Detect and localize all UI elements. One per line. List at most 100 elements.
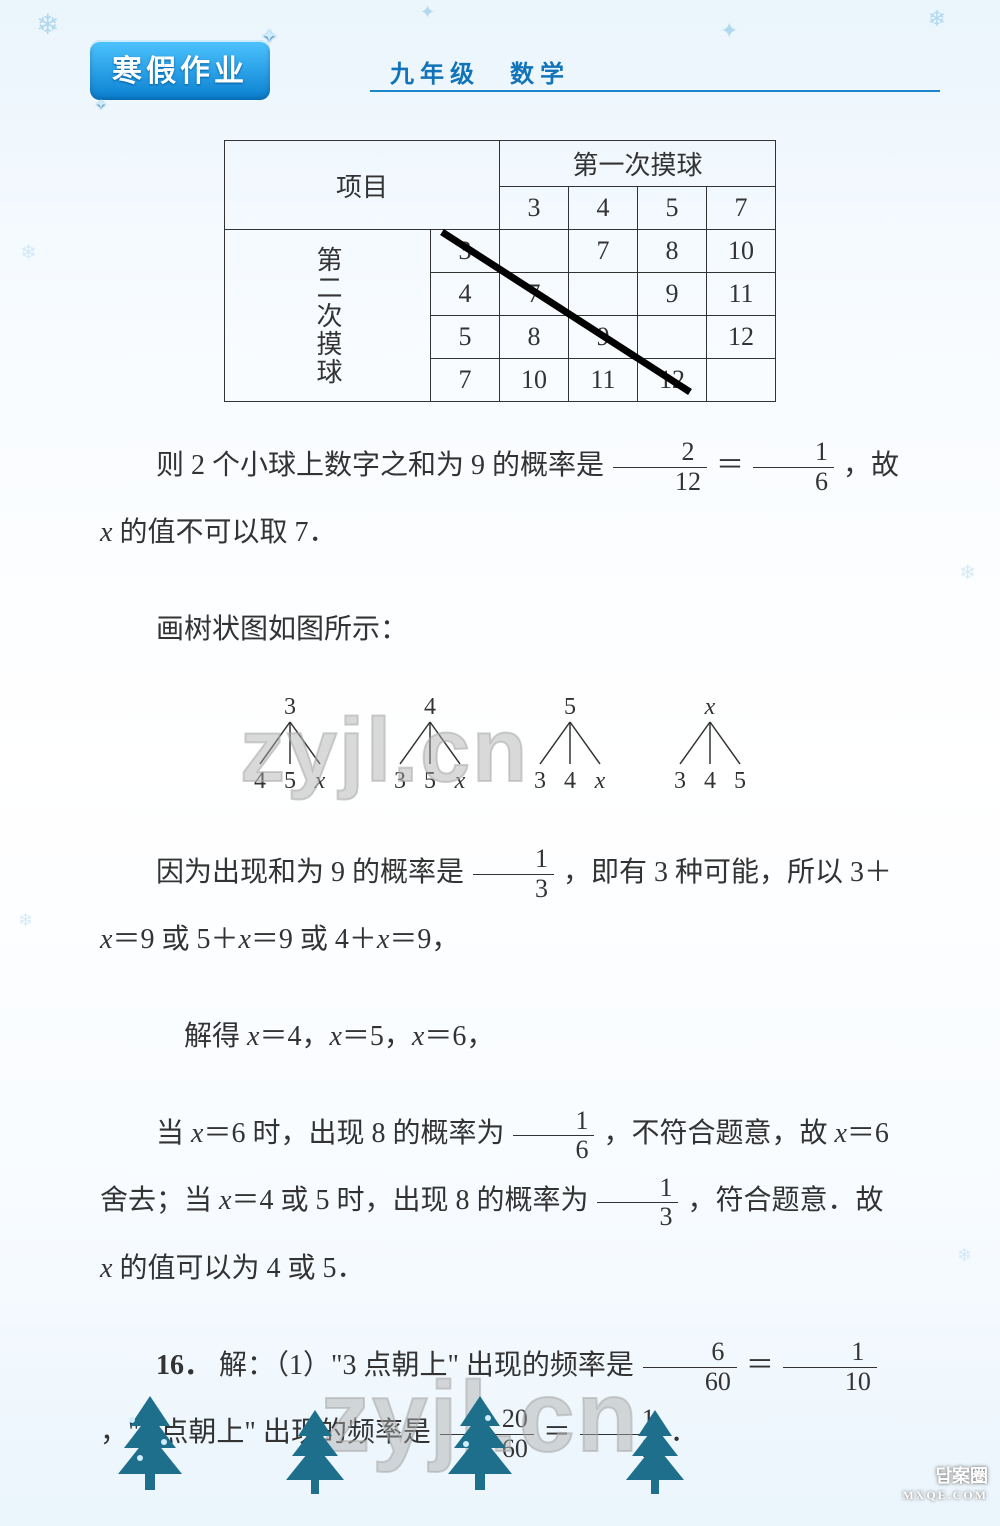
col-head: 4 xyxy=(569,187,638,230)
text: 解得 xyxy=(184,1021,247,1052)
table-col-group: 第一次摸球 xyxy=(500,141,776,187)
svg-text:5: 5 xyxy=(284,768,296,794)
cell: 7 xyxy=(569,230,638,273)
var-x: x xyxy=(329,1021,341,1052)
text: ＝6 时，出现 8 的概率为 xyxy=(203,1118,504,1149)
snowflake-icon: ❄ xyxy=(928,6,946,32)
snowflake-icon: ❄ xyxy=(18,910,33,931)
var-x: x xyxy=(100,517,112,548)
probability-table: 项目 第一次摸球 3 4 5 7 第二次摸球 3 7 8 10 4 7 xyxy=(224,140,776,402)
var-x: x xyxy=(247,1021,259,1052)
page-header: 寒假作业 ✦ ✦ 九年级 数学 xyxy=(90,40,940,100)
fraction: 660 xyxy=(643,1338,737,1396)
paragraph: 因为出现和为 9 的概率是 13 ，即有 3 种可能，所以 3＋x＝9 或 5＋… xyxy=(100,839,900,973)
text: 的值可以为 4 或 5． xyxy=(112,1253,364,1284)
svg-text:3: 3 xyxy=(394,768,406,794)
paragraph: 则 2 个小球上数字之和为 9 的概率是 212 ＝ 16 ，故 x 的值不可以… xyxy=(100,432,900,566)
problem-number: 16． xyxy=(156,1350,212,1381)
cell: 8 xyxy=(638,230,707,273)
tree-diagram: 3 4 5 x 4 3 5 x 5 3 4 xyxy=(100,694,900,809)
text: ＝ xyxy=(543,1417,571,1448)
title-badge: 寒假作业 ✦ ✦ xyxy=(90,40,270,100)
cell: 10 xyxy=(707,230,776,273)
col-head: 5 xyxy=(638,187,707,230)
svg-text:3: 3 xyxy=(284,694,296,720)
snowflake-icon: ❄ xyxy=(36,8,59,42)
probability-table-wrap: 项目 第一次摸球 3 4 5 7 第二次摸球 3 7 8 10 4 7 xyxy=(100,140,900,402)
svg-text:x: x xyxy=(594,768,606,794)
col-head: 7 xyxy=(707,187,776,230)
star-icon: ✦ xyxy=(263,26,280,46)
var-x: x xyxy=(100,924,112,955)
var-x: x xyxy=(219,1185,231,1216)
var-x: x xyxy=(100,1253,112,1284)
svg-text:4: 4 xyxy=(424,694,436,720)
svg-text:4: 4 xyxy=(254,768,266,794)
row-head: 5 xyxy=(431,316,500,359)
pine-tree-icon xyxy=(110,1396,190,1506)
snowflake-icon: ✦ xyxy=(420,2,435,23)
title-text: 寒假作业 xyxy=(112,55,248,88)
table-corner: 项目 xyxy=(225,141,500,230)
cell: 9 xyxy=(638,273,707,316)
text: 的值不可以取 7． xyxy=(112,517,336,548)
text: ，故 xyxy=(843,450,899,481)
svg-text:3: 3 xyxy=(674,768,686,794)
badge-title: 답案圈 xyxy=(902,1466,988,1488)
text: ＝6， xyxy=(424,1021,494,1052)
svg-text:x: x xyxy=(454,768,466,794)
svg-text:5: 5 xyxy=(424,768,436,794)
cell xyxy=(707,359,776,402)
fraction: 13 xyxy=(473,845,554,903)
text: ＝5， xyxy=(342,1021,412,1052)
text: 因为出现和为 9 的概率是 xyxy=(156,857,464,888)
cell: 7 xyxy=(500,273,569,316)
cell: 8 xyxy=(500,316,569,359)
star-icon: ✦ xyxy=(96,97,110,112)
fraction: 16 xyxy=(513,1107,594,1165)
row-head: 4 xyxy=(431,273,500,316)
var-x: x xyxy=(412,1021,424,1052)
cell xyxy=(569,273,638,316)
fraction: 13 xyxy=(597,1174,678,1232)
text: ＝4， xyxy=(259,1021,329,1052)
text: ＝9 或 5＋ xyxy=(112,924,238,955)
var-x: x xyxy=(238,924,250,955)
cell: 12 xyxy=(707,316,776,359)
page-subtitle: 九年级 数学 xyxy=(390,54,570,89)
fraction: 110 xyxy=(783,1338,877,1396)
pine-tree-icon xyxy=(620,1410,690,1506)
paragraph: 画树状图如图所示： xyxy=(100,596,900,663)
cell: 10 xyxy=(500,359,569,402)
var-x: x xyxy=(377,924,389,955)
text: ，不符合题意，故 xyxy=(603,1118,834,1149)
text: ＝9， xyxy=(389,924,459,955)
svg-text:x: x xyxy=(704,694,716,720)
cell: 12 xyxy=(638,359,707,402)
col-head: 3 xyxy=(500,187,569,230)
text: 则 2 个小球上数字之和为 9 的概率是 xyxy=(156,450,604,481)
content-area: 项目 第一次摸球 3 4 5 7 第二次摸球 3 7 8 10 4 7 xyxy=(100,140,900,1496)
cell: 9 xyxy=(569,316,638,359)
tree-svg: 3 4 5 x 4 3 5 x 5 3 4 xyxy=(220,694,780,804)
svg-text:x: x xyxy=(314,768,326,794)
text: ＝4 或 5 时，出现 8 的概率为 xyxy=(231,1185,588,1216)
badge-url: MXQE.COM xyxy=(902,1488,988,1502)
snowflake-icon: ❄ xyxy=(959,560,976,585)
text: 当 xyxy=(156,1118,191,1149)
pine-tree-icon xyxy=(280,1410,350,1506)
text: ＝9 或 4＋ xyxy=(251,924,377,955)
cell xyxy=(500,230,569,273)
fraction: 212 xyxy=(613,438,707,496)
text: ＝ xyxy=(746,1350,774,1381)
text: ，符合题意．故 xyxy=(687,1185,883,1216)
table-row-group: 第二次摸球 xyxy=(225,230,431,402)
text: ，即有 3 种可能，所以 3＋ xyxy=(563,857,892,888)
row-head: 7 xyxy=(431,359,500,402)
svg-text:5: 5 xyxy=(564,694,576,720)
snowflake-icon: ❄ xyxy=(957,1245,972,1266)
cell: 11 xyxy=(707,273,776,316)
svg-text:4: 4 xyxy=(704,768,716,794)
cell: 11 xyxy=(569,359,638,402)
var-x: x xyxy=(191,1118,203,1149)
